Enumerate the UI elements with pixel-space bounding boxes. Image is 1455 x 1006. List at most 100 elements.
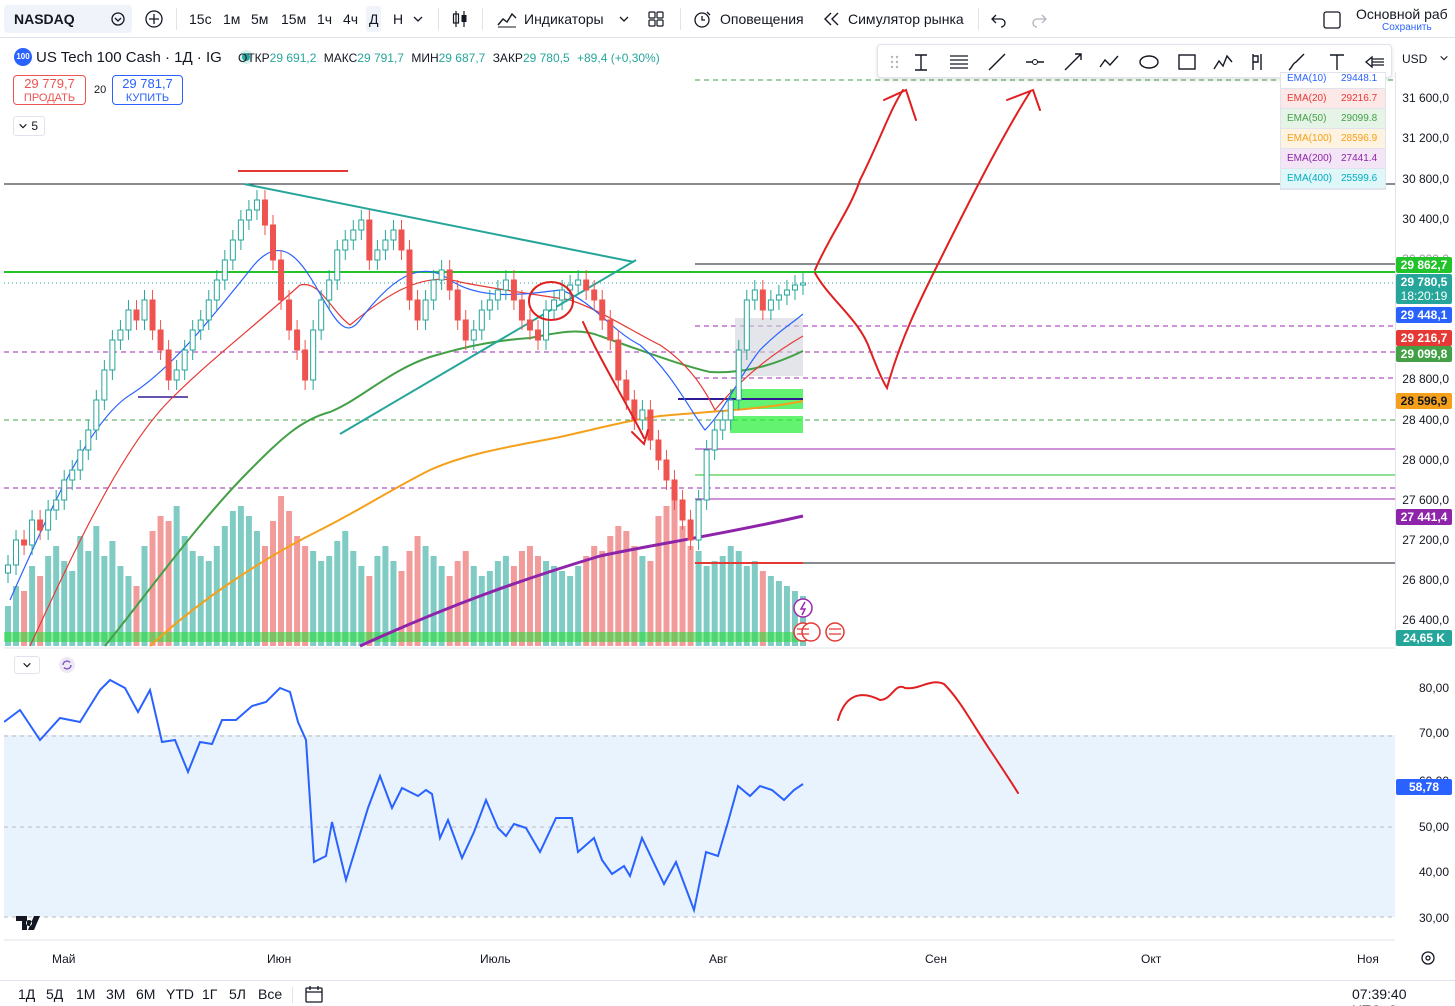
price-axis[interactable] xyxy=(1395,72,1455,647)
interval-1w[interactable]: Н xyxy=(393,11,404,27)
chevron-down-icon[interactable] xyxy=(618,13,630,25)
candle-body xyxy=(406,249,413,301)
arrow-tool-icon[interactable] xyxy=(1062,51,1084,73)
range-ytd[interactable]: YTD xyxy=(166,986,194,1002)
range-5d[interactable]: 5Д xyxy=(46,986,64,1002)
layout-save-label: Сохранить xyxy=(1382,22,1432,33)
candle-body xyxy=(149,299,156,331)
volume-bar xyxy=(502,556,509,646)
candle-body xyxy=(334,249,341,281)
text-tool-icon[interactable] xyxy=(1326,51,1348,73)
candle-body xyxy=(93,399,100,431)
symbol-title[interactable]: US Tech 100 Cash · 1Д · IG xyxy=(36,48,222,66)
volume-bar xyxy=(61,561,68,646)
elliott-wave-icon[interactable] xyxy=(1212,51,1234,73)
volume-bar xyxy=(583,556,590,646)
indicators-button[interactable]: Индикаторы xyxy=(496,6,604,32)
indicators-label: Индикаторы xyxy=(524,11,604,27)
interval-1m[interactable]: 1м xyxy=(223,11,241,27)
long-position-icon[interactable] xyxy=(1248,51,1270,73)
ema-name: EMA(50) xyxy=(1287,113,1327,124)
horizontal-ray-icon[interactable] xyxy=(1024,51,1046,73)
ema50-line xyxy=(104,330,804,647)
volume-bar xyxy=(727,546,734,646)
ema-row: EMA(100) 28596.9 xyxy=(1281,129,1385,149)
layout-name-button[interactable]: Основной раб Сохранить xyxy=(1356,6,1455,34)
undo-icon[interactable] xyxy=(990,10,1008,28)
volume-bar xyxy=(350,551,357,646)
parallel-channel-icon[interactable] xyxy=(948,51,970,73)
volume-bar xyxy=(800,596,806,646)
indicators-icon xyxy=(497,12,517,28)
range-all[interactable]: Все xyxy=(258,986,283,1002)
ema-value: 29216.7 xyxy=(1341,93,1378,104)
range-1y[interactable]: 1Г xyxy=(202,986,218,1002)
interval-1d[interactable]: Д xyxy=(366,6,382,32)
currency-selector[interactable]: USD xyxy=(1398,48,1452,70)
volume-bar xyxy=(286,511,293,646)
trend-line-icon[interactable] xyxy=(986,51,1008,73)
range-1d[interactable]: 1Д xyxy=(18,986,36,1002)
event-markers[interactable] xyxy=(793,598,845,642)
price-axis-label: 26 400,0 xyxy=(1402,613,1449,627)
interval-15s[interactable]: 15с xyxy=(189,11,212,27)
interval-4h[interactable]: 4ч xyxy=(343,11,359,27)
drag-handle-icon[interactable] xyxy=(884,51,906,73)
interval-5m[interactable]: 5м xyxy=(251,11,269,27)
chevron-down-icon[interactable] xyxy=(412,13,424,25)
candle-body xyxy=(751,289,758,301)
price-note-icon[interactable] xyxy=(1364,51,1386,73)
ellipse-icon[interactable] xyxy=(1138,51,1160,73)
volume-bar xyxy=(575,566,582,646)
text-cursor-icon[interactable] xyxy=(910,51,932,73)
buy-price: 29 781,7 xyxy=(122,76,173,91)
sell-button[interactable]: 29 779,7 ПРОДАТЬ xyxy=(13,75,86,105)
indicators-toggle[interactable]: 5 xyxy=(13,116,45,136)
symbol-search[interactable]: NASDAQ xyxy=(4,5,132,33)
layout-grid-icon[interactable] xyxy=(646,9,666,29)
calendar-icon[interactable] xyxy=(304,985,324,1003)
candle-body xyxy=(775,294,782,301)
candle-body xyxy=(302,349,309,381)
interval-15m[interactable]: 15м xyxy=(281,11,307,27)
range-1m[interactable]: 1М xyxy=(76,986,96,1002)
redo-icon[interactable] xyxy=(1030,10,1048,28)
candle-body xyxy=(398,229,405,251)
volume-bar xyxy=(599,551,606,646)
candles-icon[interactable] xyxy=(450,9,470,29)
candle-body xyxy=(101,369,108,401)
candle-body xyxy=(502,279,509,291)
price-axis-label: 28 400,0 xyxy=(1402,413,1449,427)
refresh-icon[interactable] xyxy=(58,656,76,674)
volume-bar xyxy=(679,526,686,646)
candle-body xyxy=(486,299,493,311)
brush-icon[interactable] xyxy=(1286,51,1308,73)
volume-bar xyxy=(430,556,437,646)
price-axis-label: 28 000,0 xyxy=(1402,453,1449,467)
settings-gear-icon[interactable] xyxy=(1420,950,1436,966)
ohlc-values: ОТКР29 691,2 МАКС29 791,7 МИН29 687,7 ЗА… xyxy=(238,51,660,65)
replay-button[interactable]: Симулятор рынка xyxy=(822,6,964,32)
volume-bar xyxy=(77,536,84,646)
interval-1h[interactable]: 1ч xyxy=(317,11,333,27)
layout-square-icon[interactable] xyxy=(1322,10,1342,30)
volume-bar xyxy=(93,526,100,646)
buy-button[interactable]: 29 781,7 КУПИТЬ xyxy=(112,75,183,105)
rectangle-icon[interactable] xyxy=(1176,51,1198,73)
add-symbol-icon[interactable] xyxy=(144,9,164,29)
range-5y[interactable]: 5Л xyxy=(229,986,246,1002)
ema-name: EMA(20) xyxy=(1287,93,1327,104)
ema-name: EMA(100) xyxy=(1287,133,1333,144)
alarm-clock-icon xyxy=(694,11,711,28)
pane-collapse-button[interactable] xyxy=(14,656,40,674)
main-chart[interactable] xyxy=(4,40,1395,975)
candle-body xyxy=(270,224,276,261)
candle-body xyxy=(543,309,550,341)
range-3m[interactable]: 3М xyxy=(106,986,126,1002)
range-6m[interactable]: 6М xyxy=(136,986,156,1002)
candlesticks xyxy=(5,190,806,583)
polyline-icon[interactable] xyxy=(1098,51,1120,73)
alerts-button[interactable]: Оповещения xyxy=(692,6,804,32)
tradingview-logo[interactable] xyxy=(16,914,46,932)
clock-timezone[interactable]: 07:39:40 UTC+3 xyxy=(1352,986,1407,1006)
